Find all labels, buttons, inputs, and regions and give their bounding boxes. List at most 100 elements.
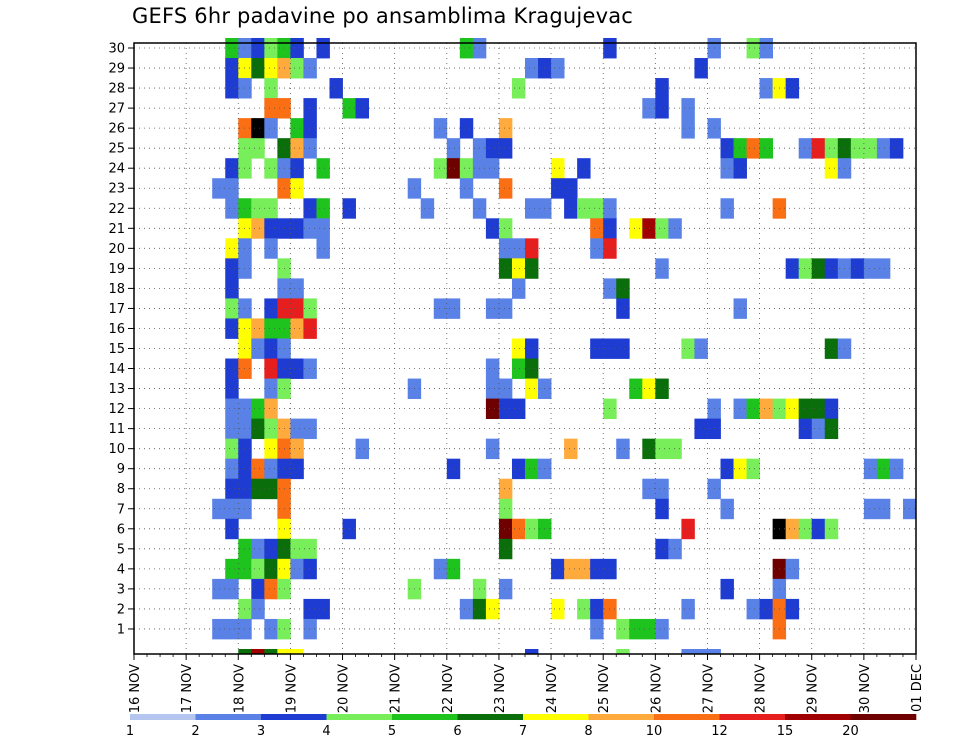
colorbar-label: 6 [453,724,461,739]
heatmap-cell [811,418,826,440]
heatmap-cell [251,58,265,79]
heatmap-cell [303,98,317,119]
heatmap-cell [225,378,239,399]
heatmap-cell [616,278,630,299]
heatmap-cell [225,558,239,580]
heatmap-cell [251,198,265,219]
colorbar-label: 2 [191,724,199,739]
heatmap-cell [681,338,695,359]
heatmap-cell [264,318,278,339]
heatmap-cell [511,458,526,480]
x-tick-label: 20 NOV [337,664,352,713]
heatmap-cell [264,648,278,655]
heatmap-cell [251,478,265,500]
y-tick-label: 9 [117,462,125,477]
x-tick-label: 29 NOV [806,664,821,713]
heatmap-cell [655,258,669,279]
heatmap-cells [212,37,917,655]
heatmap-cell [212,178,226,199]
heatmap-cell [446,558,461,580]
colorbar-label: 1 [126,724,134,739]
x-tick-label: 27 NOV [701,664,716,713]
heatmap-cell [511,278,526,299]
heatmap-cell [303,318,317,339]
y-tick-label: 18 [108,282,125,297]
colorbar-segment [785,714,851,720]
heatmap-cell [433,558,448,580]
heatmap-cell [251,37,265,59]
heatmap-cell [889,138,904,159]
y-tick-label: 28 [108,82,125,97]
y-tick-label: 2 [117,602,125,617]
heatmap-cell [225,518,239,540]
heatmap-cell [225,37,239,59]
heatmap-cell [277,648,291,655]
heatmap-cell [225,458,239,480]
heatmap-cell [225,58,239,79]
heatmap-cell [316,158,330,179]
colorbar-segment [392,714,458,720]
heatmap-cell [433,158,448,179]
heatmap-cell [316,598,330,620]
heatmap-cell [251,398,265,420]
heatmap-cell [511,238,526,259]
heatmap-cell [264,558,278,580]
y-tick-label: 13 [108,382,125,397]
heatmap-cell [551,58,565,79]
heatmap-cell [511,358,526,379]
y-tick-label: 14 [108,362,125,377]
x-tick-label: 23 NOV [493,664,508,713]
heatmap-cell [577,158,591,179]
heatmap-cell [303,118,317,139]
heatmap-cell [798,418,813,440]
heatmap-cell [564,198,578,219]
heatmap-cell [498,118,513,139]
heatmap-cell [264,538,278,560]
heatmap-cell [225,578,239,600]
heatmap-cell [824,158,839,179]
heatmap-cell [720,138,734,159]
heatmap-cell [485,398,500,420]
y-tick-label: 23 [108,182,125,197]
heatmap-cell [811,398,826,420]
heatmap-cell [577,598,591,620]
heatmap-cell [498,498,513,520]
heatmap-cell [264,398,278,420]
heatmap-cell [733,298,747,319]
heatmap-cell [655,498,669,520]
heatmap-cell [485,438,500,460]
y-tick-label: 8 [117,482,125,497]
heatmap-cell [251,458,265,480]
heatmap-cell [707,648,721,655]
heatmap-cell [290,318,304,339]
heatmap-cell [264,118,278,139]
heatmap-cell [863,258,878,279]
heatmap-cell [225,178,239,199]
heatmap-cell [316,238,330,259]
heatmap-cell [251,558,265,580]
heatmap-cell [251,138,265,159]
heatmap-cell [629,218,643,239]
colorbar-segment [719,714,786,720]
heatmap-cell [668,538,682,560]
heatmap-cell [850,258,865,279]
y-axis-ticks: 1234567891011121314151617181920212223242… [108,42,134,637]
heatmap-cell [511,258,526,279]
heatmap-cell [498,218,513,239]
heatmap-cell [264,58,278,79]
colorbar-label: 20 [842,724,859,739]
heatmap-cell [590,598,604,620]
heatmap-cell [511,338,526,359]
x-tick-label: 19 NOV [284,664,299,713]
heatmap-cell [264,298,278,319]
heatmap-cell [655,438,669,460]
heatmap-cell [290,418,304,440]
heatmap-cell [655,98,669,119]
y-tick-label: 30 [108,42,125,57]
heatmap-cell [525,58,539,79]
heatmap-cell [212,578,226,600]
heatmap-cell [485,378,500,399]
y-tick-label: 15 [108,342,125,357]
heatmap-cell [811,258,826,279]
heatmap-cell [290,538,304,560]
